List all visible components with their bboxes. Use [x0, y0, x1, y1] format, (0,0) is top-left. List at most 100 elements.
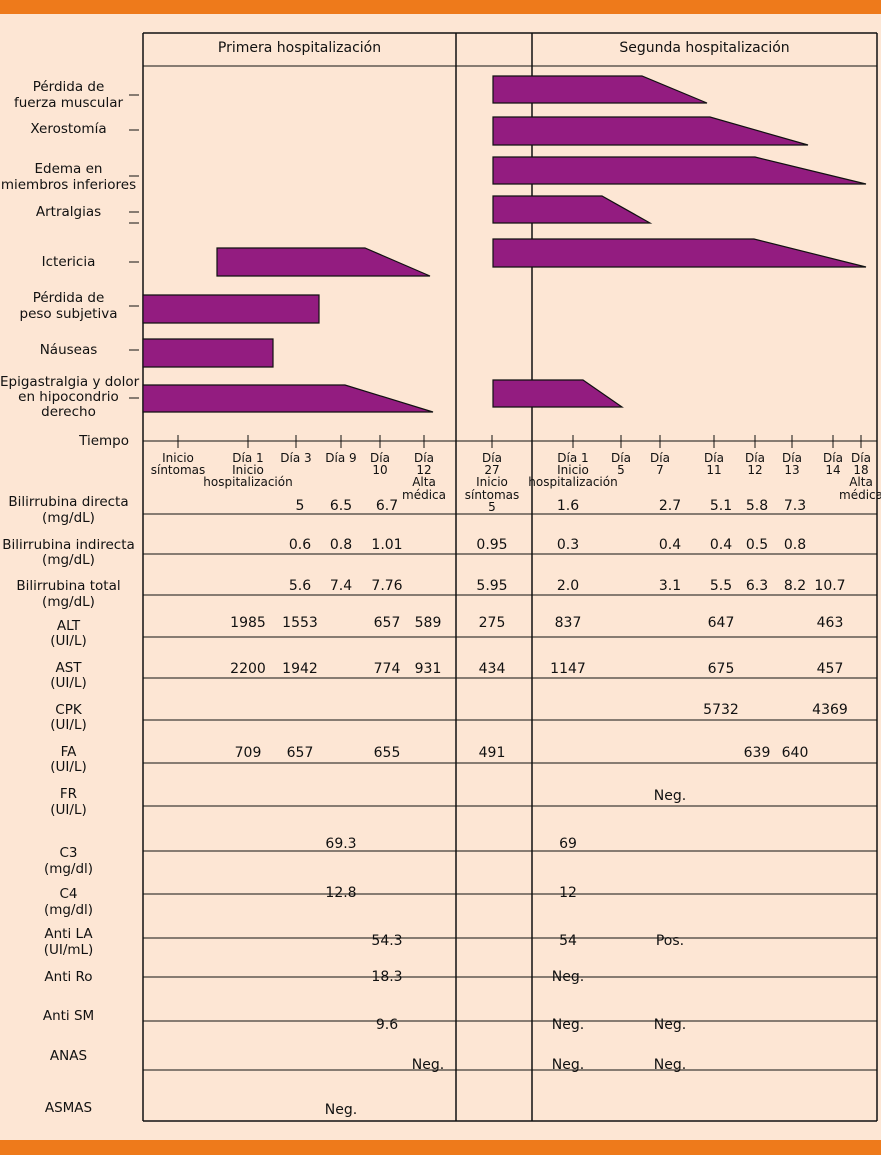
time-tick-label: hospitalización	[528, 475, 618, 490]
lab-label: Anti LA	[44, 926, 93, 942]
lab-value: 54.3	[371, 933, 403, 949]
time-tick-label: Inicio	[232, 463, 264, 478]
time-tick-label: 5	[488, 499, 496, 514]
lab-value: 5.95	[476, 578, 508, 594]
time-tick-label: médica	[402, 487, 446, 502]
symptom-label: peso subjetiva	[19, 306, 118, 322]
time-tick-label: Inicio	[476, 475, 508, 490]
time-tick-label: Día	[745, 451, 765, 465]
symptom-label: Epigastralgia y dolor	[0, 374, 140, 390]
lab-value: 1985	[230, 615, 266, 631]
lab-value: 709	[234, 745, 262, 761]
top-accent-bar	[0, 0, 881, 14]
lab-label: (mg/dL)	[42, 594, 95, 610]
lab-value: 2.0	[556, 578, 580, 594]
symptom-label: Pérdida de	[32, 290, 105, 306]
lab-value: 275	[478, 615, 506, 631]
time-tick-label: Día	[704, 451, 724, 465]
lab-label: (mg/dL)	[42, 510, 95, 526]
time-tick-label: 12	[416, 463, 432, 478]
lab-value: 12.8	[325, 885, 357, 901]
bar-edema	[492, 156, 867, 185]
lab-label: AST	[55, 660, 82, 676]
lab-value: 8.2	[783, 578, 807, 594]
lab-value: 0.5	[745, 537, 769, 553]
time-tick-label: Día 3	[280, 451, 312, 465]
bar-perdida-fuerza	[492, 75, 708, 104]
lab-label: (UI/L)	[50, 802, 87, 818]
lab-label: CPK	[55, 702, 82, 718]
time-tick-label: Alta	[412, 475, 436, 490]
lab-value: 0.3	[556, 537, 580, 553]
lab-value: 0.95	[476, 537, 508, 553]
symptom-label: fuerza muscular	[13, 95, 124, 111]
time-tick-label: Día 1	[232, 451, 264, 465]
lab-value: Neg.	[653, 1057, 687, 1073]
lab-value: 12	[559, 885, 577, 901]
lab-label: (UI/L)	[50, 759, 87, 775]
time-tick-label: 12	[747, 463, 763, 478]
symptom-label: Edema en	[34, 161, 103, 177]
lab-label: (UI/L)	[50, 675, 87, 691]
lab-label: ANAS	[49, 1048, 88, 1064]
time-tick-label: Día	[414, 451, 434, 465]
lab-value: 69	[559, 836, 577, 852]
time-tick-label: síntomas	[150, 463, 206, 478]
lab-value: 0.8	[329, 537, 353, 553]
time-tick-label: 13	[784, 463, 800, 478]
time-tick-label: Día	[823, 451, 843, 465]
lab-value: 0.4	[658, 537, 682, 553]
lab-value: 2.7	[658, 498, 682, 514]
lab-value: 931	[414, 661, 442, 677]
lab-value: Neg.	[653, 1017, 687, 1033]
symptom-label: Artralgias	[35, 204, 102, 220]
lab-value: Neg.	[551, 1057, 585, 1073]
lab-label: (mg/dl)	[43, 902, 94, 918]
lab-value: Neg.	[551, 969, 585, 985]
lab-value: 657	[286, 745, 314, 761]
lab-value: 6.5	[329, 498, 353, 514]
lab-label: Bilirrubina directa	[8, 494, 129, 510]
time-tick-label: 11	[706, 463, 722, 478]
symptom-label: Pérdida de	[32, 79, 105, 95]
symptom-label: derecho	[41, 404, 96, 420]
lab-label: C4	[59, 886, 78, 902]
lab-value: 639	[743, 745, 771, 761]
lab-value: Neg.	[411, 1057, 445, 1073]
lab-label: (UI/L)	[50, 633, 87, 649]
time-tick-label: Día	[851, 451, 871, 465]
lab-value: 18.3	[371, 969, 403, 985]
lab-label: FR	[59, 786, 78, 802]
time-tick-label: Día	[782, 451, 802, 465]
bar-ictericia-1	[216, 247, 431, 277]
time-tick-label: 18	[853, 463, 869, 478]
lab-value: 5.5	[709, 578, 733, 594]
lab-value: 4369	[812, 702, 848, 718]
symptom-label: Xerostomía	[30, 121, 107, 137]
lab-value: 6.3	[745, 578, 769, 594]
lab-label: (UI/mL)	[43, 942, 94, 958]
time-tick-label: 7	[656, 463, 664, 478]
time-tick-label: hospitalización	[203, 475, 293, 490]
lab-value: 675	[707, 661, 735, 677]
lab-value: 2200	[230, 661, 266, 677]
header-second-hospitalization: Segunda hospitalización	[619, 40, 790, 56]
lab-value: 5732	[703, 702, 739, 718]
lab-value: 1147	[550, 661, 586, 677]
lab-value: 9.6	[375, 1017, 399, 1033]
lab-value: 0.8	[783, 537, 807, 553]
lab-value: 0.4	[709, 537, 733, 553]
lab-label: Anti SM	[42, 1008, 95, 1024]
lab-value: 774	[373, 661, 401, 677]
time-tick-label: Inicio	[162, 451, 194, 465]
time-tick-label: síntomas	[464, 487, 520, 502]
lab-value: 5	[295, 498, 305, 514]
time-tick-label: Día 9	[325, 451, 357, 465]
lab-value: 1.01	[371, 537, 403, 553]
time-tick-label: 10	[372, 463, 388, 478]
bar-nauseas	[142, 338, 274, 368]
lab-value: 6.7	[375, 498, 399, 514]
bar-ictericia-2	[492, 238, 867, 268]
bar-epigastralgia-2	[492, 379, 624, 408]
